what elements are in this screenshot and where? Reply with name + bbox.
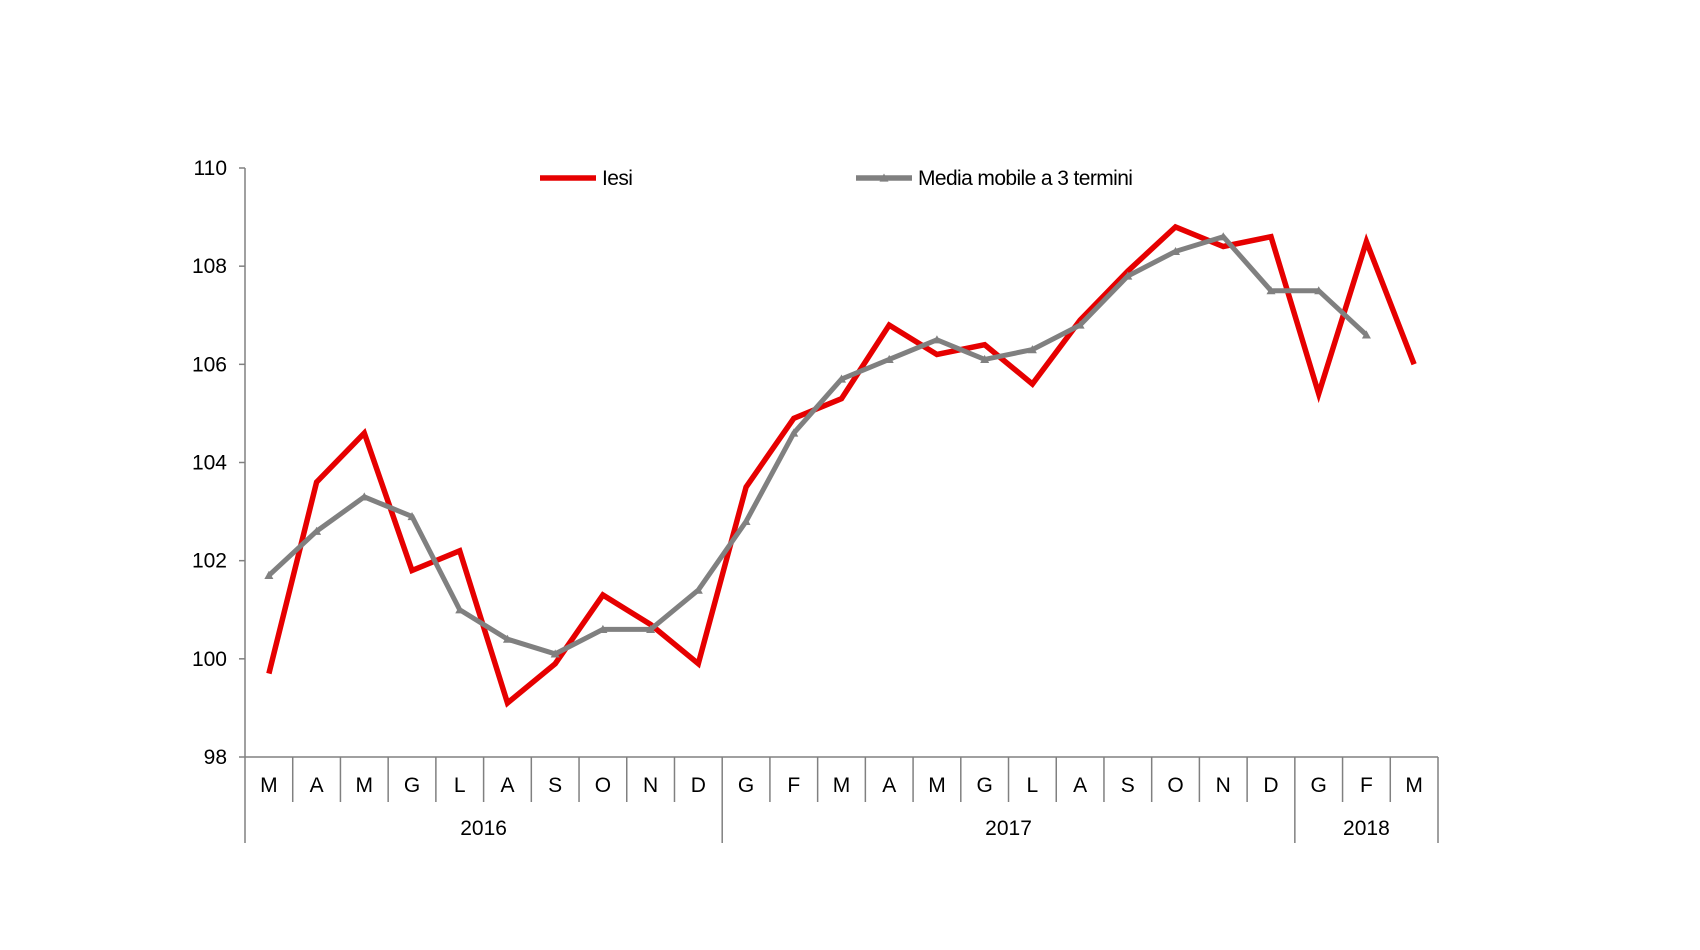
x-tick-label: L xyxy=(454,774,466,797)
legend-label: Media mobile a 3 termini xyxy=(918,167,1132,190)
series-point xyxy=(693,585,703,594)
x-tick-label: M xyxy=(260,774,278,797)
legend-label: Iesi xyxy=(602,167,632,190)
series-point xyxy=(837,374,846,383)
series-point xyxy=(1027,345,1037,354)
x-tick-label: D xyxy=(1263,774,1278,797)
series-point xyxy=(550,649,560,658)
series-point xyxy=(598,624,608,633)
series-point xyxy=(1123,271,1133,280)
series-point xyxy=(1361,330,1371,339)
series-point xyxy=(1075,320,1085,329)
x-tick-label: S xyxy=(548,774,562,797)
x-tick-label: G xyxy=(738,774,754,797)
x-tick-label: A xyxy=(500,774,514,797)
x-tick-label: M xyxy=(356,774,374,797)
year-label: 2016 xyxy=(460,817,507,840)
x-tick-label: O xyxy=(1167,774,1183,797)
series-point xyxy=(264,570,274,579)
series-point xyxy=(359,492,369,501)
y-tick-label: 104 xyxy=(192,452,227,475)
series-point xyxy=(312,526,322,535)
legend-marker xyxy=(879,173,889,182)
axes: 98 100 102 104 106 108 110 M A M G L A S O N D G F M A M G L A S O… xyxy=(192,157,1439,843)
x-tick-label: O xyxy=(595,774,611,797)
series-point xyxy=(884,354,894,364)
x-tick-label: N xyxy=(1216,774,1231,797)
y-tick-label: 98 xyxy=(204,746,227,769)
series-point xyxy=(1314,286,1324,295)
series-point xyxy=(455,605,465,614)
x-tick-label: F xyxy=(787,774,800,797)
series-point xyxy=(789,428,799,437)
x-tick-label: M xyxy=(1405,774,1423,797)
y-tick-label: 106 xyxy=(192,353,227,376)
x-tick-label: F xyxy=(1360,774,1373,797)
series-layer xyxy=(264,223,1417,708)
series-point xyxy=(932,335,942,344)
year-label: 2017 xyxy=(985,817,1032,840)
series-point xyxy=(407,511,417,521)
y-tick-label: 100 xyxy=(192,648,227,671)
legend-item: Iesi xyxy=(540,167,633,190)
x-tick-label: G xyxy=(976,774,992,797)
x-tick-label: S xyxy=(1121,774,1135,797)
x-tick-label: A xyxy=(882,774,896,797)
x-tick-label: A xyxy=(310,774,324,797)
x-tick-label: L xyxy=(1027,774,1039,797)
series-point xyxy=(980,354,990,364)
x-tick-label: G xyxy=(404,774,420,797)
series-point xyxy=(1171,246,1181,256)
x-tick-label: D xyxy=(691,774,706,797)
y-tick-label: 102 xyxy=(192,550,227,573)
legend: Iesi Media mobile a 3 termini xyxy=(540,167,1133,190)
series-point xyxy=(1218,232,1228,241)
x-tick-label: M xyxy=(833,774,851,797)
series-line-0 xyxy=(266,223,1417,708)
series-point xyxy=(741,516,751,525)
series-line-1 xyxy=(267,233,1369,657)
year-label: 2018 xyxy=(1343,817,1390,840)
y-tick-label: 108 xyxy=(192,255,227,278)
series-point xyxy=(502,634,512,643)
series-point xyxy=(1266,286,1276,295)
legend-item: Media mobile a 3 termini xyxy=(856,167,1133,190)
y-tick-label: 110 xyxy=(194,157,227,180)
x-tick-label: N xyxy=(643,774,658,797)
series-point xyxy=(646,624,656,633)
x-tick-label: M xyxy=(928,774,946,797)
x-tick-label: A xyxy=(1073,774,1087,797)
x-tick-label: G xyxy=(1311,774,1327,797)
